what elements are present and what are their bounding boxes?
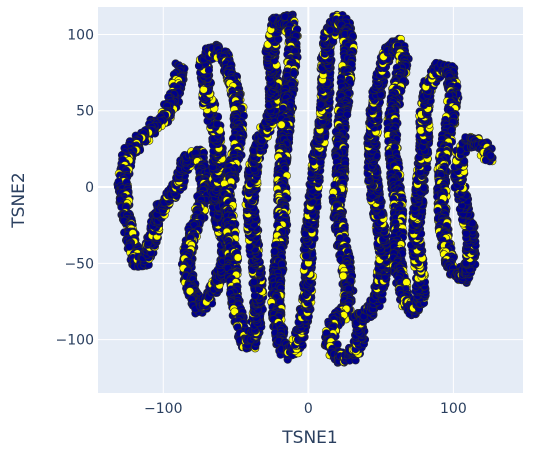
- scatter-point: [125, 242, 134, 251]
- scatter-point: [213, 120, 222, 129]
- scatter-point: [249, 277, 259, 287]
- scatter-point: [270, 247, 279, 256]
- scatter-point: [326, 26, 335, 35]
- scatter-point: [277, 120, 286, 129]
- data-points: [113, 10, 497, 367]
- scatter-point: [233, 253, 242, 262]
- scatter-point: [316, 100, 325, 109]
